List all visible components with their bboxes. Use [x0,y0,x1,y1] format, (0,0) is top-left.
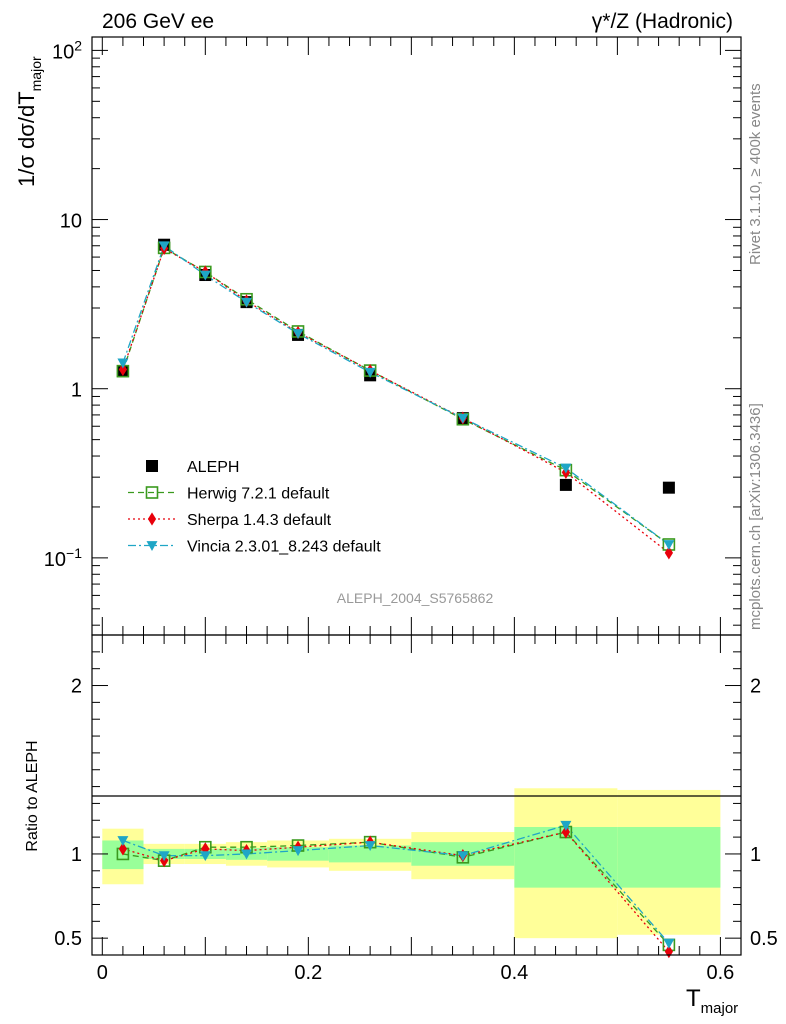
ratio-data-point [199,851,211,862]
ratio-data-point [118,842,128,856]
main-y-tick-label-base: 10 [60,211,82,233]
ratio-y-tick-label-left: 2 [71,676,82,698]
legend-label: Vincia 2.3.01_8.243 default [187,539,381,556]
ratio-y-axis-title: Ratio to ALEPH [24,740,41,851]
main-data-point [117,358,129,369]
main-y-tick-label-exponent: 2 [74,37,82,53]
ratio-data-point [364,841,376,852]
main-y-tick-label-base: 1 [71,380,82,402]
header-left: 206 GeV ee [102,10,214,33]
legend-label: Herwig 7.2.1 default [187,486,330,503]
legend-label: ALEPH [187,459,239,476]
main-data-point [457,413,469,424]
ratio-data-point [560,820,572,831]
ratio-data-point [117,836,129,846]
ratio-series-line [122,831,670,953]
main-y-tick-label-base: 10 [44,549,66,571]
mcplots-label: mcplots.cern.ch [arXiv:1306.3436] [747,403,764,630]
main-y-tick-label: 10−1 [44,545,82,571]
ratio-data-point [158,851,170,862]
ratio-data-point [663,938,675,949]
main-y-tick-label-exponent: −1 [66,545,82,561]
ratio-series-line [122,831,670,946]
main-series-line [122,246,670,546]
ratio-panel-tick-labels: 0.5 0.5 1 1 2 2 0 0.2 0.4 0.6 [54,676,778,984]
main-data-point [364,367,376,378]
main-panel-markers [116,238,676,560]
ratio-y-tick-label-right: 1 [750,844,761,866]
main-y-tick-label: 1 [71,380,82,402]
ratio-panel-markers [116,820,676,959]
x-tick-label: 0 [97,962,108,984]
rivet-label: Rivet 3.1.10, ≥ 400k events [747,83,764,265]
legend-marker [145,486,159,499]
ratio-data-point [561,825,570,839]
ratio-stat-uncertainty-band [617,827,721,888]
main-data-point [241,297,253,308]
ratio-y-tick-label-left: 0.5 [54,928,82,950]
main-data-point [559,478,572,491]
legend-marker [146,460,158,472]
main-data-point [292,329,304,340]
main-data-point [118,362,128,377]
main-y-axis-title-text: 1/σ dσ/dT [14,91,39,187]
x-axis-title-text: T [686,985,701,1012]
legend: ALEPH Herwig 7.2.1 default Sherpa 1.4.3 de… [128,459,381,556]
header-right: γ*/Z (Hadronic) [592,10,733,33]
main-y-axis-title-sub: major [28,56,44,91]
watermark: ALEPH_2004_S5765862 [337,590,494,606]
main-y-tick-label: 102 [52,37,82,63]
main-data-point [662,481,675,494]
ratio-stat-uncertainty-band [328,845,412,863]
ratio-panel-ticks [92,634,741,956]
ratio-y-tick-label-left: 1 [71,844,82,866]
x-tick-label: 0.6 [706,962,734,984]
main-data-point [663,540,675,550]
legend-label: Sherpa 1.4.3 default [187,512,332,529]
legend-marker [146,541,158,551]
ratio-y-tick-label-right: 0.5 [750,928,778,950]
main-data-point [199,270,211,281]
x-axis-title-sub: major [701,1000,739,1017]
main-y-tick-label: 10 [60,211,82,233]
x-tick-label: 0.2 [294,962,322,984]
main-y-tick-label-base: 10 [52,41,74,63]
main-data-point [560,463,572,474]
x-axis-title: Tmajor [686,985,738,1017]
legend-marker [147,512,157,526]
ratio-y-tick-label-right: 2 [750,676,761,698]
ratio-data-point [241,849,253,860]
ratio-data-point [457,851,469,862]
main-y-axis-title: 1/σ dσ/dTmajor [14,56,44,187]
main-data-point [158,241,170,252]
ratio-data-point [201,842,210,856]
ratio-data-point [292,846,304,857]
main-panel-ticks [92,37,741,635]
x-tick-label: 0.4 [500,962,528,984]
ratio-panel-frame [91,634,742,956]
main-data-point [664,546,674,560]
